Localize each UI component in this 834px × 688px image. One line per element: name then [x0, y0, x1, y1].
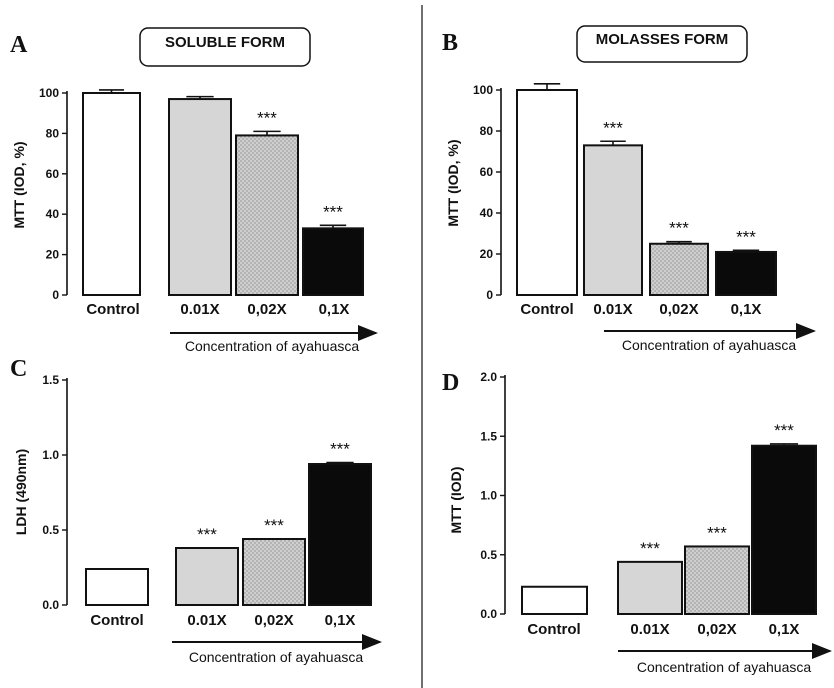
significance-marker: *** — [603, 118, 623, 137]
bar-01x — [715, 250, 777, 296]
bar-control — [516, 89, 578, 296]
y-tick-label: 1.0 — [480, 489, 497, 503]
y-tick-label: 2.0 — [480, 370, 497, 384]
significance-marker: *** — [736, 227, 756, 246]
bar-01x — [751, 444, 817, 616]
y-tick-label: 0.0 — [42, 598, 59, 612]
y-tick-label: 60 — [480, 165, 494, 179]
chart-title: SOLUBLE FORM — [165, 34, 285, 51]
bar-001x — [168, 98, 232, 296]
category-label: 0,1X — [319, 301, 350, 318]
significance-marker: *** — [707, 523, 727, 542]
bar-001x — [175, 547, 239, 606]
category-label: 0,1X — [731, 301, 762, 318]
bar-002x — [235, 134, 299, 296]
significance-marker: *** — [669, 219, 689, 238]
panel-c: C 0.0 0.5 1.0 1.5 LDH (490nm) Control *** 0.01X *… — [10, 356, 382, 665]
y-tick-label: 80 — [480, 124, 494, 138]
category-label: 0,02X — [254, 612, 293, 629]
significance-marker: *** — [330, 440, 350, 459]
category-label: 0,02X — [659, 301, 698, 318]
significance-marker: *** — [264, 516, 284, 535]
y-tick-label: 40 — [480, 206, 494, 220]
y-tick-label: 20 — [46, 248, 60, 262]
significance-marker: *** — [197, 525, 217, 544]
x-axis-label: Concentration of ayahuasca — [637, 659, 812, 675]
bar-01x — [308, 463, 372, 606]
category-label: Control — [527, 621, 580, 638]
bar-002x — [649, 242, 709, 296]
y-tick-label: 80 — [46, 126, 60, 140]
category-label: 0.01X — [187, 612, 226, 629]
category-label: 0.01X — [180, 301, 219, 318]
bar-001x — [583, 144, 643, 296]
category-label: 0,1X — [325, 612, 356, 629]
category-label: 0,02X — [247, 301, 286, 318]
title-box — [576, 25, 748, 63]
significance-marker: *** — [257, 108, 277, 127]
chart-title: MOLASSES FORM — [596, 31, 729, 48]
bar-001x — [617, 560, 683, 615]
y-tick-label: 1.5 — [480, 429, 497, 443]
category-label: 0,02X — [697, 621, 736, 638]
y-tick-label: 0.0 — [480, 607, 497, 621]
x-axis-label: Concentration of ayahuasca — [185, 338, 360, 354]
bar-002x — [242, 538, 306, 606]
panel-d: D 0.0 0.5 1.0 1.5 2.0 MTT (IOD) Control *** 0.01X… — [442, 370, 832, 675]
y-tick-label: 0 — [52, 288, 59, 302]
y-tick-label: 60 — [46, 167, 60, 181]
y-tick-label: 0.5 — [480, 548, 497, 562]
bar-control — [85, 568, 149, 606]
y-tick-label: 1.0 — [42, 448, 59, 462]
significance-marker: *** — [323, 202, 343, 221]
significance-marker: *** — [640, 539, 660, 558]
panel-b: B MOLASSES FORM 0 20 40 60 80 100 MTT (IOD, %) Co… — [442, 25, 816, 353]
bar-control — [82, 92, 141, 296]
category-label: Control — [520, 301, 573, 318]
panel-a: A SOLUBLE FORM 0 20 40 60 80 100 MTT (IOD, %) Con… — [10, 27, 378, 354]
title-box — [139, 27, 311, 67]
bar-control — [521, 585, 588, 615]
x-axis-label: Concentration of ayahuasca — [622, 337, 797, 353]
y-axis-label: MTT (IOD) — [448, 467, 464, 534]
y-tick-label: 40 — [46, 207, 60, 221]
panel-letter: C — [10, 356, 27, 382]
category-label: Control — [86, 301, 139, 318]
x-axis-label: Concentration of ayahuasca — [189, 649, 364, 665]
y-tick-label: 100 — [39, 86, 59, 100]
significance-marker: *** — [774, 421, 794, 440]
y-tick-label: 0 — [486, 288, 493, 302]
y-tick-label: 0.5 — [42, 523, 59, 537]
y-axis-label: MTT (IOD, %) — [445, 139, 461, 226]
category-label: 0.01X — [630, 621, 669, 638]
bar-01x — [302, 227, 364, 296]
y-tick-label: 20 — [480, 247, 494, 261]
y-axis-label: MTT (IOD, %) — [11, 141, 27, 228]
panel-letter: A — [10, 32, 28, 58]
bar-002x — [684, 545, 750, 616]
category-label: 0.01X — [593, 301, 632, 318]
category-label: 0,1X — [769, 621, 800, 638]
panel-letter: D — [442, 370, 459, 396]
y-axis-label: LDH (490nm) — [13, 449, 29, 535]
panel-letter: B — [442, 30, 458, 56]
y-tick-label: 1.5 — [42, 373, 59, 387]
y-tick-label: 100 — [473, 83, 493, 97]
category-label: Control — [90, 612, 143, 629]
